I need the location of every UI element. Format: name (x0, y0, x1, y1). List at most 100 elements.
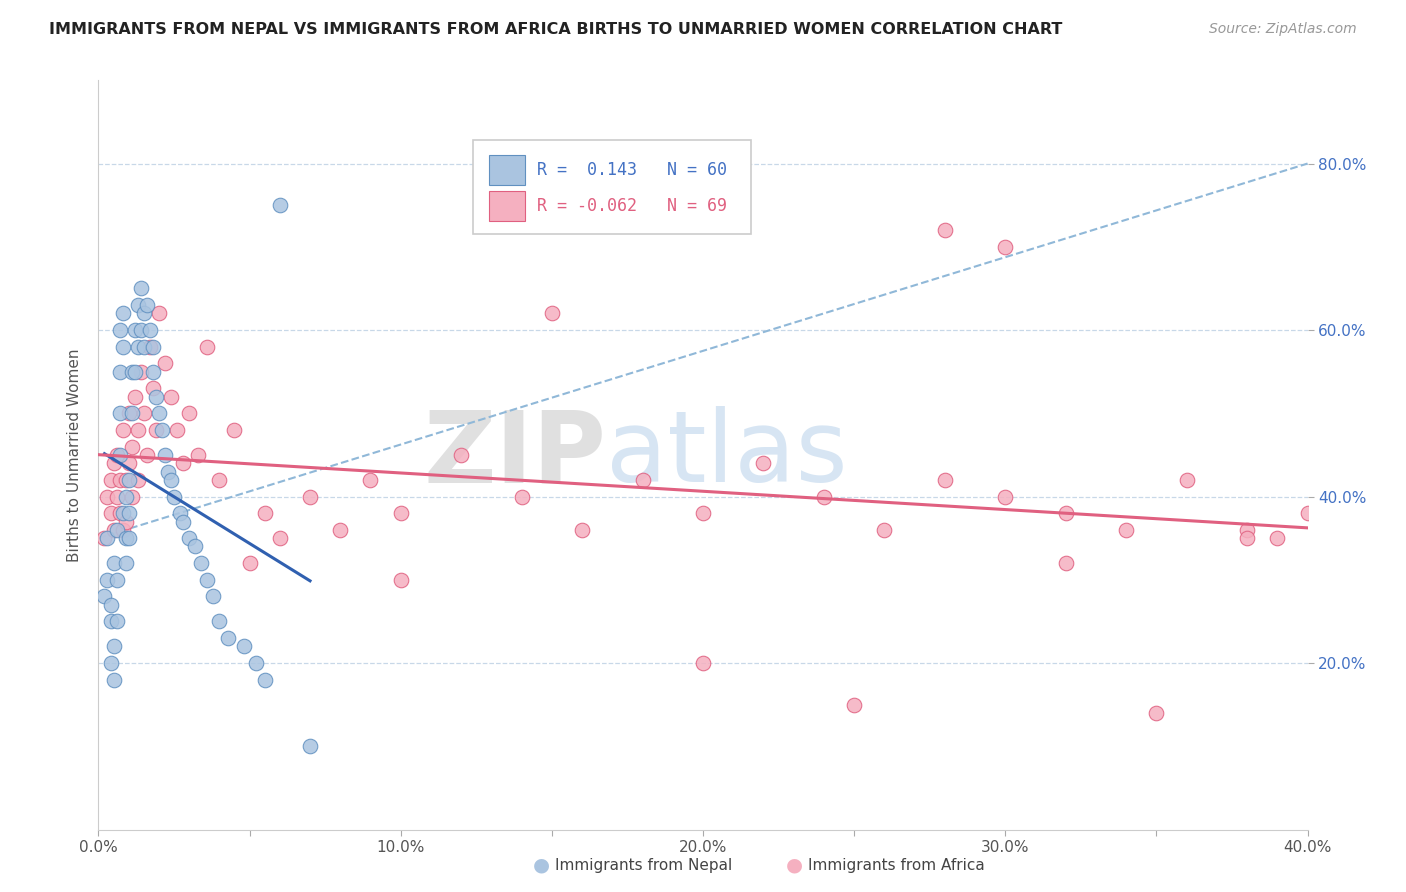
Point (873, 523, 896, 537)
Point (96, 490, 118, 504)
Point (93, 590, 115, 604)
Point (111, 523, 134, 537)
Point (118, 473, 141, 487)
Point (190, 556, 212, 570)
Point (111, 423, 134, 437)
Point (108, 506, 131, 520)
Point (135, 298, 157, 312)
Point (132, 306, 155, 320)
Point (121, 440, 143, 454)
Point (299, 490, 322, 504)
Point (202, 590, 225, 604)
Point (111, 306, 134, 320)
Point (111, 340, 134, 354)
Point (108, 473, 131, 487)
Point (540, 306, 562, 320)
Point (389, 573, 412, 587)
Point (934, 223, 956, 237)
Point (100, 473, 122, 487)
Point (239, 556, 262, 570)
Point (163, 490, 186, 504)
Point (129, 365, 152, 379)
Point (179, 531, 201, 545)
Point (934, 473, 956, 487)
Point (269, 198, 291, 212)
Point (1115, 523, 1137, 537)
Point (105, 448, 128, 462)
Point (118, 531, 141, 545)
Point (172, 515, 194, 529)
Point (132, 340, 155, 354)
Point (1236, 523, 1258, 537)
Point (571, 523, 593, 537)
Point (142, 365, 165, 379)
Point (129, 281, 152, 295)
Point (153, 356, 176, 370)
Point (329, 523, 352, 537)
Point (692, 656, 714, 670)
Point (1054, 506, 1077, 520)
Point (148, 406, 170, 420)
Point (145, 423, 167, 437)
Point (100, 656, 122, 670)
Point (93, 531, 115, 545)
Point (114, 531, 136, 545)
Point (208, 473, 231, 487)
Point (118, 506, 141, 520)
Point (105, 573, 128, 587)
Point (96, 573, 118, 587)
Point (1144, 706, 1167, 720)
Point (103, 640, 125, 654)
Point (844, 698, 866, 712)
Point (172, 456, 194, 470)
Point (166, 423, 188, 437)
Point (450, 448, 472, 462)
Point (208, 615, 231, 629)
Point (114, 556, 136, 570)
Point (148, 306, 170, 320)
Text: atlas: atlas (606, 407, 848, 503)
Point (1175, 473, 1198, 487)
Point (153, 448, 176, 462)
Point (145, 390, 167, 404)
Point (114, 473, 136, 487)
Text: Immigrants from Nepal: Immigrants from Nepal (555, 858, 733, 872)
Point (118, 406, 141, 420)
Point (184, 540, 207, 554)
Point (195, 573, 218, 587)
Point (103, 556, 125, 570)
Point (135, 448, 157, 462)
Point (127, 340, 149, 354)
Point (1267, 531, 1289, 545)
Text: Source: ZipAtlas.com: Source: ZipAtlas.com (1209, 22, 1357, 37)
Bar (489, 155, 526, 186)
Point (103, 456, 125, 470)
Text: ZIP: ZIP (423, 407, 606, 503)
Point (103, 673, 125, 687)
Point (169, 506, 191, 520)
Point (111, 506, 134, 520)
Point (224, 423, 246, 437)
Point (1054, 556, 1077, 570)
Point (124, 390, 146, 404)
Point (142, 340, 165, 354)
Point (139, 323, 162, 337)
Point (108, 365, 131, 379)
Point (105, 615, 128, 629)
Point (108, 448, 131, 462)
Point (813, 490, 835, 504)
Point (160, 390, 183, 404)
Point (360, 473, 382, 487)
Point (269, 531, 291, 545)
Point (994, 240, 1017, 254)
Point (96, 531, 118, 545)
Point (142, 381, 165, 395)
Point (150, 423, 173, 437)
Point (127, 473, 149, 487)
Point (139, 340, 162, 354)
FancyBboxPatch shape (474, 140, 751, 234)
Point (114, 515, 136, 529)
Text: R =  0.143   N = 60: R = 0.143 N = 60 (537, 161, 727, 179)
Point (195, 340, 218, 354)
Point (121, 365, 143, 379)
